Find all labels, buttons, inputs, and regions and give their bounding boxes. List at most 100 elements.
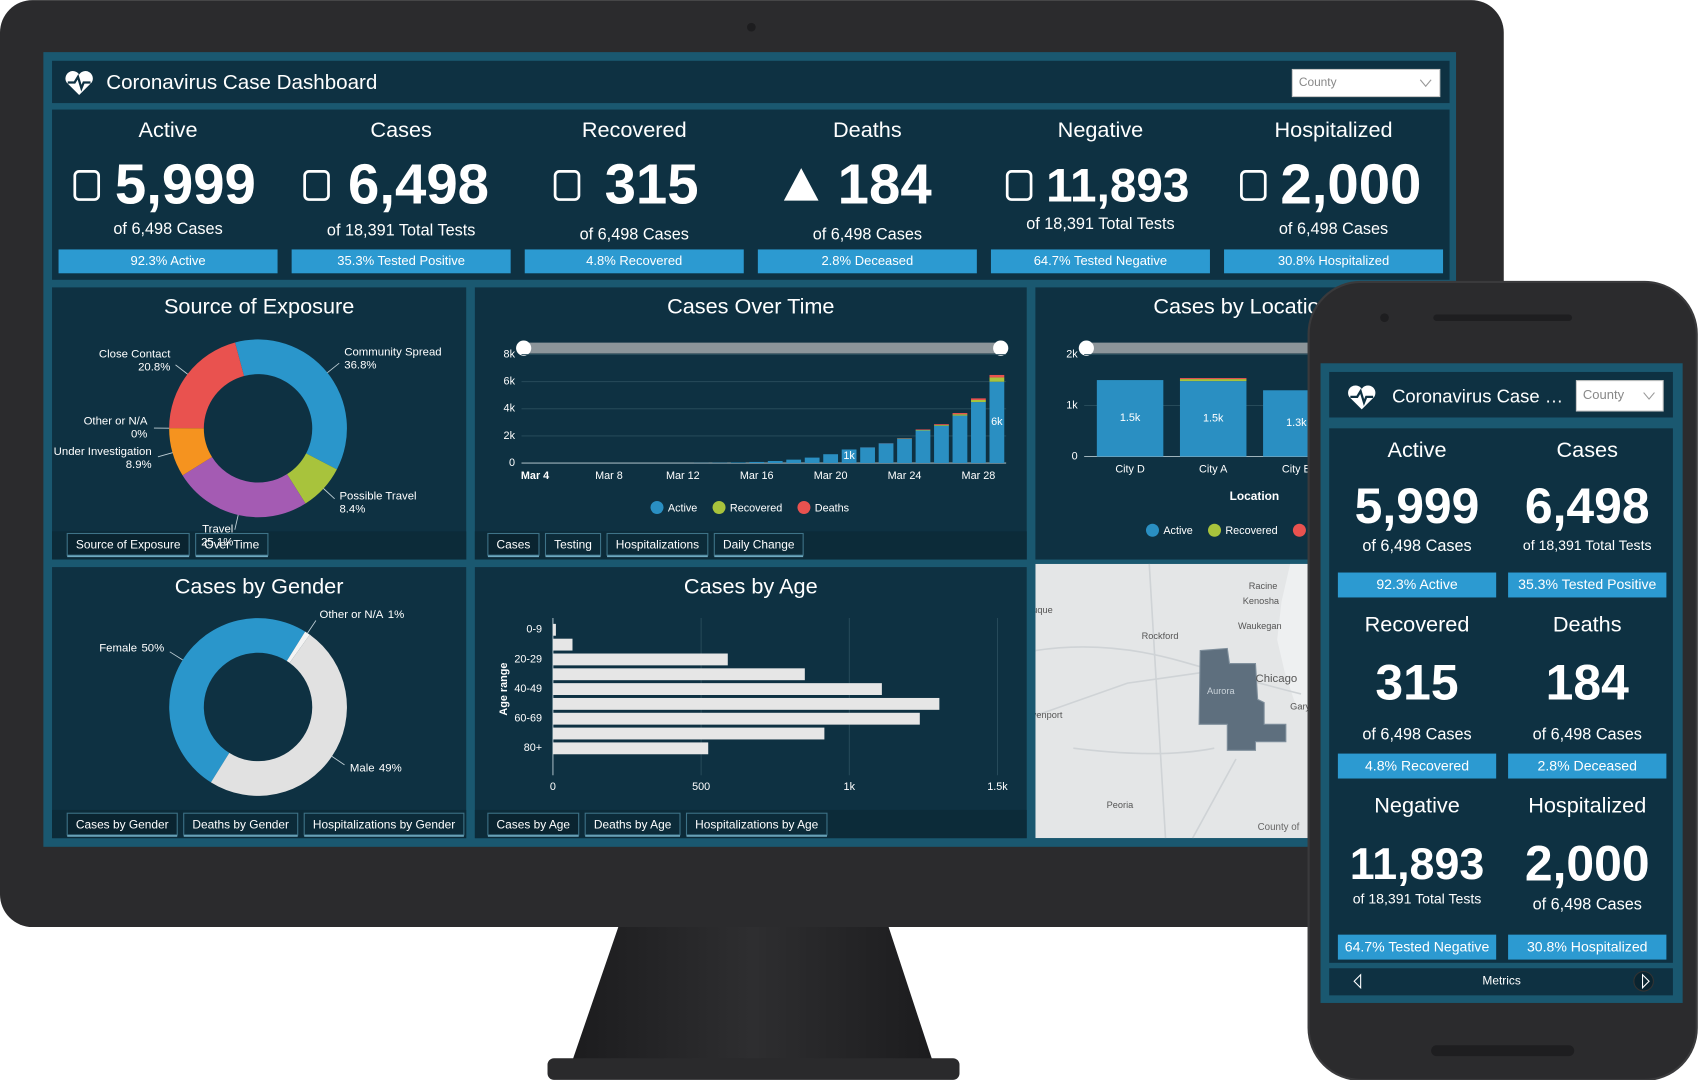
bar-segment <box>934 424 949 425</box>
bar-value-label: 1.3k <box>1286 417 1307 429</box>
tab[interactable] <box>713 532 804 556</box>
county-dropdown[interactable] <box>1575 380 1664 412</box>
metric-value: 5,999 <box>1355 478 1480 534</box>
slice-label: Close Contact 20.8% <box>99 348 171 373</box>
metric-badge <box>1337 934 1497 960</box>
x-tick-label: City A <box>1199 463 1228 475</box>
bar-segment <box>823 454 839 464</box>
y-tick-label: 8k <box>504 348 516 360</box>
tab-label: Source of Exposure <box>76 538 181 552</box>
phone-home-bar <box>1431 1045 1575 1057</box>
tab[interactable] <box>195 532 269 556</box>
next-button[interactable] <box>1633 970 1654 992</box>
tab[interactable] <box>584 812 681 836</box>
road <box>1035 646 1302 695</box>
dropdown-arrow <box>1419 79 1432 88</box>
slider-handle[interactable] <box>1078 340 1094 356</box>
donut-slice <box>182 456 306 518</box>
slice-name: Close Contact <box>99 348 171 360</box>
metric-badge <box>1508 572 1667 598</box>
metric-badge-text: 2.8% Deceased <box>1538 757 1637 773</box>
metric-detail: of 6,498 Cases <box>1279 220 1388 238</box>
leader-line <box>175 364 188 375</box>
tab[interactable] <box>183 812 299 836</box>
legend-label: Active <box>1163 525 1193 537</box>
phone-camera <box>1380 313 1389 323</box>
metric-label: Hospitalized <box>1528 792 1646 817</box>
slice-label: Female 50% <box>99 642 164 654</box>
phone-footer <box>1329 968 1673 996</box>
tab[interactable] <box>303 812 465 836</box>
x-tick-label: Mar 16 <box>740 470 774 482</box>
metric-value: 2,000 <box>1525 836 1650 892</box>
x-tick-label: Mar 28 <box>962 470 996 482</box>
metric-value: 11,893 <box>1046 159 1189 212</box>
range-slider[interactable] <box>519 342 1001 354</box>
map-place-label: Waukegan <box>1238 621 1282 631</box>
legend-swatch <box>650 500 664 514</box>
tab-label: Daily Change <box>723 538 795 552</box>
donut-slice <box>235 339 347 470</box>
map-place-label: Kenosha <box>1243 596 1280 606</box>
prev-arrow[interactable] <box>1353 973 1362 990</box>
slice-name: Travel <box>202 524 233 536</box>
bar-segment <box>915 429 931 430</box>
tab[interactable] <box>487 812 580 836</box>
slider-handle[interactable] <box>993 340 1009 356</box>
leader-line <box>323 488 335 500</box>
donut-slice <box>169 618 306 783</box>
metric-value: 2,000 <box>1280 153 1421 216</box>
tab[interactable] <box>66 532 190 556</box>
slice-name: Possible Travel <box>339 491 416 503</box>
legend-swatch <box>1292 523 1306 537</box>
metric-badge <box>524 249 744 274</box>
metric-label: Active <box>139 117 198 142</box>
metric-badge-text: 30.8% Hospitalized <box>1278 253 1389 268</box>
bar-segment <box>915 430 931 464</box>
y-axis-label: Age range <box>498 663 510 716</box>
y-tick-label: 0 <box>1072 450 1078 462</box>
metric-value: 184 <box>1546 655 1629 711</box>
tab[interactable] <box>606 532 709 556</box>
bar-segment <box>952 413 968 415</box>
panel-title: Cases by Gender <box>175 573 344 598</box>
bar-segment <box>841 449 857 464</box>
metric-detail: of 18,391 Total Tests <box>1353 891 1482 907</box>
leader-line <box>331 756 345 766</box>
map-place-label: Aurora <box>1207 686 1236 696</box>
donut-slice <box>286 453 337 504</box>
slice-name: Female <box>99 642 137 654</box>
bar <box>552 712 920 725</box>
dropdown-label: County <box>1299 75 1337 89</box>
metric-value: 11,893 <box>1350 839 1484 889</box>
x-axis-label: Location <box>1230 489 1280 503</box>
metric-badge <box>1508 934 1667 960</box>
warning-icon <box>783 168 819 201</box>
y-tick-label: 6k <box>504 376 516 388</box>
tab[interactable] <box>685 812 828 836</box>
leader-line <box>157 452 173 458</box>
map-place-label: Gary <box>1290 701 1310 711</box>
next-arrow[interactable] <box>1641 973 1650 990</box>
header-bar <box>52 60 1450 104</box>
metric-icon <box>1240 170 1267 201</box>
slice-value: 8.9% <box>126 459 152 471</box>
county-dropdown[interactable] <box>1291 68 1441 98</box>
tab[interactable] <box>487 532 540 556</box>
y-tick-label: 0 <box>509 457 515 469</box>
tab[interactable] <box>544 532 602 556</box>
metric-badge-text: 35.3% Tested Positive <box>1518 576 1656 592</box>
phone-title-box: Coronavirus Case Dashboard <box>1392 386 1565 407</box>
bar-value-label: 1.5k <box>1203 413 1224 425</box>
tab[interactable] <box>66 812 178 836</box>
tab-label: Testing <box>554 538 592 552</box>
metric-badge-text: 92.3% Active <box>130 253 205 268</box>
slider-handle[interactable] <box>516 340 532 356</box>
map-place-label: Racine <box>1249 581 1278 591</box>
metric-label: Recovered <box>1365 611 1470 636</box>
bar-segment <box>1179 378 1247 380</box>
leader-line <box>234 514 239 530</box>
metric-detail: of 6,498 Cases <box>1533 725 1642 743</box>
donut-slice <box>169 428 213 476</box>
